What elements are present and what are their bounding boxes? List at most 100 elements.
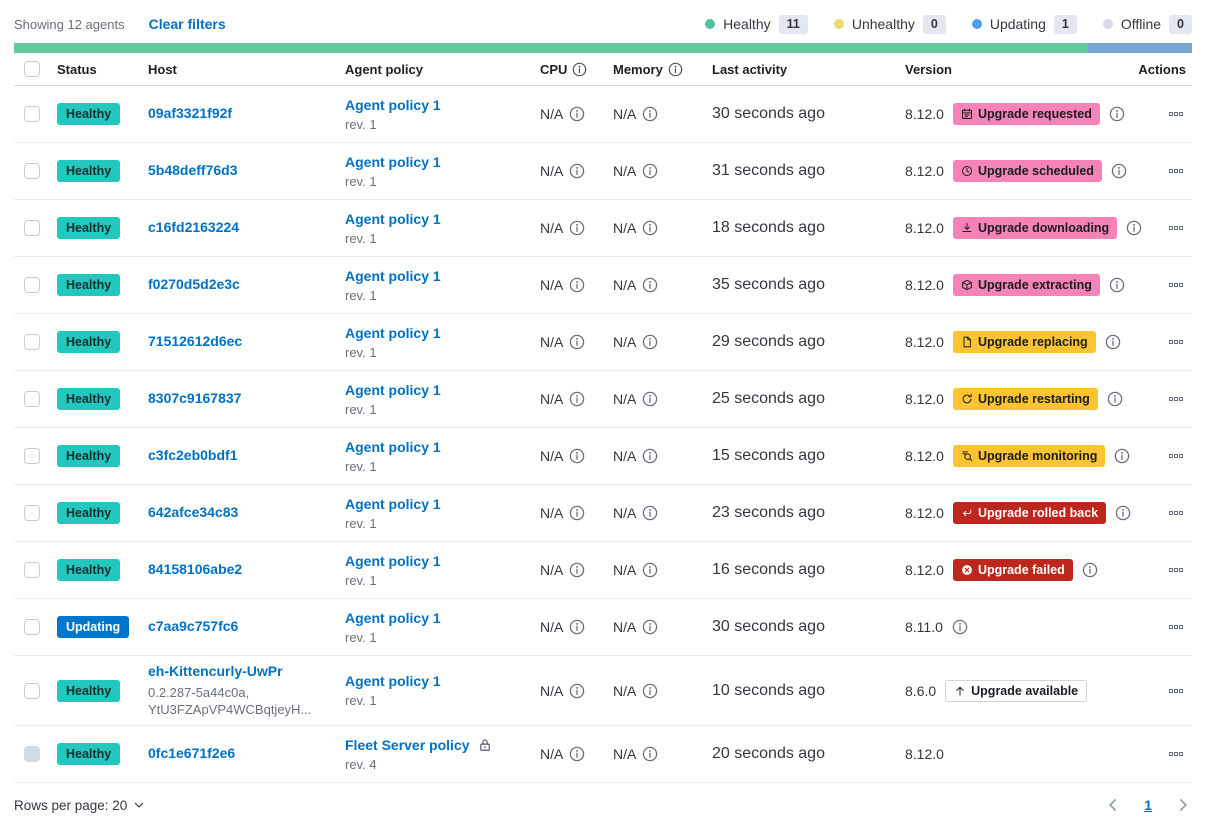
agent-policy-link[interactable]: Agent policy 1: [345, 210, 441, 227]
info-icon[interactable]: [569, 106, 585, 122]
info-icon[interactable]: [952, 619, 968, 635]
row-actions-button[interactable]: [1166, 332, 1186, 352]
row-actions-button[interactable]: [1166, 218, 1186, 238]
host-link[interactable]: 71512612d6ec: [148, 333, 243, 349]
version-cell: 8.11.0: [905, 619, 1140, 635]
row-actions-button[interactable]: [1166, 617, 1186, 637]
host-link[interactable]: 09af3321f92f: [148, 105, 233, 121]
legend-item-healthy[interactable]: Healthy 11: [705, 14, 808, 34]
row-checkbox[interactable]: [24, 220, 40, 236]
info-icon[interactable]: [569, 220, 585, 236]
status-badge: Healthy: [57, 559, 121, 581]
info-icon[interactable]: [569, 562, 585, 578]
row-checkbox[interactable]: [24, 619, 40, 635]
info-icon[interactable]: [569, 448, 585, 464]
info-icon[interactable]: [1111, 163, 1127, 179]
row-actions-button[interactable]: [1166, 161, 1186, 181]
row-actions-button[interactable]: [1166, 681, 1186, 701]
row-actions-button[interactable]: [1166, 446, 1186, 466]
row-checkbox[interactable]: [24, 391, 40, 407]
host-cell: 5b48deff76d3: [148, 162, 345, 180]
row-checkbox[interactable]: [24, 277, 40, 293]
row-actions-button[interactable]: [1166, 389, 1186, 409]
info-icon[interactable]: [569, 746, 585, 762]
agent-policy-link[interactable]: Fleet Server policy: [345, 736, 470, 753]
agent-policy-link[interactable]: Agent policy 1: [345, 438, 441, 455]
info-icon[interactable]: [572, 62, 587, 77]
info-icon[interactable]: [1109, 106, 1125, 122]
row-actions-button[interactable]: [1166, 104, 1186, 124]
host-link[interactable]: c3fc2eb0bdf1: [148, 447, 238, 463]
agent-policy-link[interactable]: Agent policy 1: [345, 673, 441, 690]
agent-policy-link[interactable]: Agent policy 1: [345, 267, 441, 284]
last-activity-value: 30 seconds ago: [712, 105, 825, 122]
legend-item-offline[interactable]: Offline 0: [1102, 14, 1192, 34]
info-icon[interactable]: [642, 391, 658, 407]
info-icon[interactable]: [569, 163, 585, 179]
row-checkbox[interactable]: [24, 562, 40, 578]
row-checkbox[interactable]: [24, 334, 40, 350]
agent-policy-link[interactable]: Agent policy 1: [345, 495, 441, 512]
row-actions-button[interactable]: [1166, 744, 1186, 764]
row-checkbox[interactable]: [24, 106, 40, 122]
host-link[interactable]: 8307c9167837: [148, 390, 242, 406]
info-icon[interactable]: [642, 334, 658, 350]
info-icon[interactable]: [1109, 277, 1125, 293]
agent-policy-link[interactable]: Agent policy 1: [345, 381, 441, 398]
info-icon[interactable]: [642, 220, 658, 236]
host-link[interactable]: f0270d5d2e3c: [148, 276, 240, 292]
host-link[interactable]: 5b48deff76d3: [148, 162, 238, 178]
agent-policy-link[interactable]: Agent policy 1: [345, 153, 441, 170]
info-icon[interactable]: [642, 562, 658, 578]
previous-page-button[interactable]: [1104, 796, 1122, 814]
row-checkbox[interactable]: [24, 505, 40, 521]
info-icon[interactable]: [569, 391, 585, 407]
info-icon[interactable]: [642, 683, 658, 699]
rows-per-page-button[interactable]: Rows per page: 20: [14, 798, 146, 813]
info-icon[interactable]: [569, 277, 585, 293]
host-link[interactable]: eh-Kittencurly-UwPr: [148, 663, 283, 679]
healthbar-segment-healthy: [14, 43, 1089, 53]
host-link[interactable]: 642afce34c83: [148, 504, 239, 520]
row-checkbox[interactable]: [24, 682, 40, 699]
info-icon[interactable]: [569, 683, 585, 699]
page-number-1[interactable]: 1: [1144, 797, 1152, 814]
legend-item-updating[interactable]: Updating 1: [971, 14, 1077, 34]
host-link[interactable]: 0fc1e671f2e6: [148, 745, 236, 762]
info-icon[interactable]: [642, 277, 658, 293]
agent-policy-link[interactable]: Agent policy 1: [345, 609, 441, 626]
info-icon[interactable]: [1126, 220, 1142, 236]
agent-policy-link[interactable]: Agent policy 1: [345, 552, 441, 569]
next-page-button[interactable]: [1174, 796, 1192, 814]
info-icon[interactable]: [569, 505, 585, 521]
info-icon[interactable]: [1115, 505, 1131, 521]
info-icon[interactable]: [1105, 334, 1121, 350]
info-icon[interactable]: [1082, 562, 1098, 578]
row-checkbox[interactable]: [24, 448, 40, 464]
info-icon[interactable]: [1114, 448, 1130, 464]
cpu-value: N/A: [540, 505, 564, 521]
info-icon[interactable]: [642, 163, 658, 179]
row-actions-button[interactable]: [1166, 275, 1186, 295]
info-icon[interactable]: [642, 106, 658, 122]
host-link[interactable]: c7aa9c757fc6: [148, 618, 239, 634]
agent-policy-link[interactable]: Agent policy 1: [345, 324, 441, 341]
info-icon[interactable]: [569, 619, 585, 635]
info-icon[interactable]: [642, 619, 658, 635]
select-all-checkbox[interactable]: [24, 61, 40, 77]
row-actions-button[interactable]: [1166, 503, 1186, 523]
host-link[interactable]: 84158106abe2: [148, 561, 243, 577]
agent-policy-link[interactable]: Agent policy 1: [345, 96, 441, 113]
info-icon[interactable]: [1107, 391, 1123, 407]
info-icon[interactable]: [642, 746, 658, 762]
host-link[interactable]: c16fd2163224: [148, 219, 240, 235]
info-icon[interactable]: [569, 334, 585, 350]
row-actions-button[interactable]: [1166, 560, 1186, 580]
info-icon[interactable]: [668, 62, 683, 77]
info-icon[interactable]: [642, 448, 658, 464]
policy-cell: Agent policy 1 rev. 1: [345, 553, 540, 588]
clear-filters-link[interactable]: Clear filters: [148, 16, 226, 32]
legend-item-unhealthy[interactable]: Unhealthy 0: [833, 14, 946, 34]
row-checkbox[interactable]: [24, 163, 40, 179]
info-icon[interactable]: [642, 505, 658, 521]
